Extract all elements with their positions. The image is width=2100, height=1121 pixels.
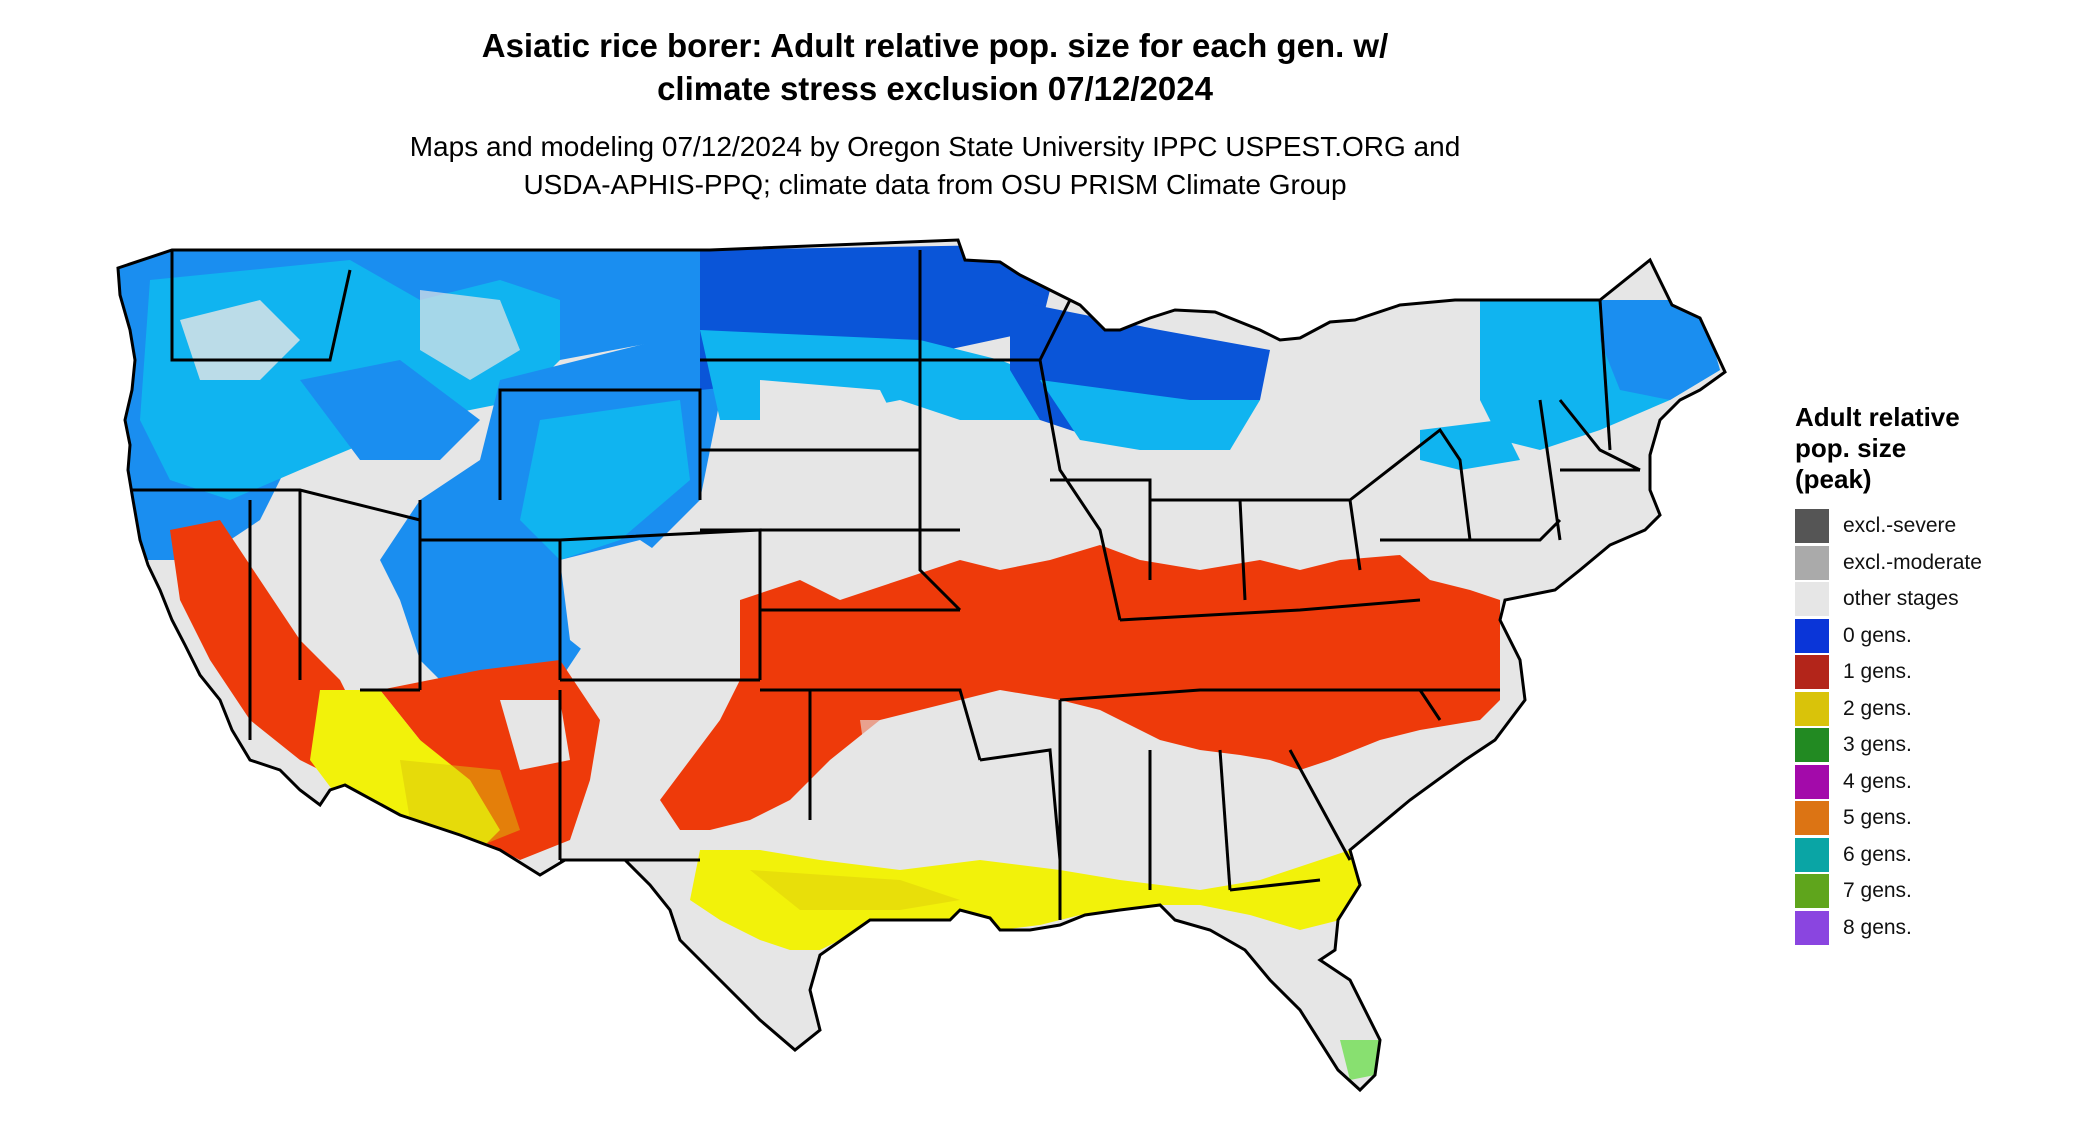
legend-swatch [1795,655,1829,690]
legend-swatch [1795,837,1829,872]
chart-subtitle: Maps and modeling 07/12/2024 by Oregon S… [300,128,1570,204]
legend-swatch [1795,910,1829,945]
legend-label: 8 gens. [1843,915,1912,939]
state-boundaries [116,238,1727,1092]
title-line-2: climate stress exclusion 07/12/2024 [657,70,1213,107]
legend-items: excl.-severe excl.-moderate other stages 0 … [1795,508,2085,946]
legend-label: excl.-moderate [1843,550,1982,574]
legend-label: excl.-severe [1843,514,1957,538]
legend-swatch [1795,582,1829,617]
legend-swatch [1795,509,1829,544]
chart-title: Asiatic rice borer: Adult relative pop. … [360,24,1510,110]
legend-item: 0 gens. [1795,618,2085,655]
legend-label: 1 gens. [1843,660,1912,684]
legend-item: excl.-severe [1795,508,2085,545]
legend-swatch [1795,545,1829,580]
legend-swatch [1795,764,1829,799]
legend-label: 3 gens. [1843,733,1912,757]
legend-label: 5 gens. [1843,806,1912,830]
legend-label: 4 gens. [1843,769,1912,793]
legend-title: Adult relative pop. size (peak) [1795,402,2085,495]
legend-item: 3 gens. [1795,727,2085,764]
subtitle-line-2: USDA-APHIS-PPQ; climate data from OSU PR… [523,169,1347,200]
legend-item: 7 gens. [1795,873,2085,910]
legend-swatch [1795,691,1829,726]
title-line-1: Asiatic rice borer: Adult relative pop. … [481,27,1389,64]
legend-item: other stages [1795,581,2085,618]
legend-item: excl.-moderate [1795,545,2085,582]
legend-label: 6 gens. [1843,842,1912,866]
legend-swatch [1795,874,1829,909]
legend-swatch [1795,801,1829,836]
legend-item: 1 gens. [1795,654,2085,691]
legend-title-line-3: (peak) [1795,464,1872,494]
legend-item: 6 gens. [1795,837,2085,874]
legend-item: 8 gens. [1795,910,2085,947]
legend-swatch [1795,618,1829,653]
legend-title-line-1: Adult relative [1795,402,1960,432]
legend: Adult relative pop. size (peak) excl.-se… [1795,402,2085,946]
legend-item: 5 gens. [1795,800,2085,837]
subtitle-line-1: Maps and modeling 07/12/2024 by Oregon S… [409,131,1461,162]
legend-label: 7 gens. [1843,879,1912,903]
legend-item: 2 gens. [1795,691,2085,728]
legend-swatch [1795,728,1829,763]
legend-title-line-2: pop. size [1795,433,1907,463]
legend-label: 2 gens. [1843,696,1912,720]
legend-label: 0 gens. [1843,623,1912,647]
legend-item: 4 gens. [1795,764,2085,801]
legend-label: other stages [1843,587,1959,611]
